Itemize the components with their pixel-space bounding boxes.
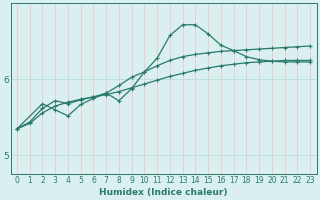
X-axis label: Humidex (Indice chaleur): Humidex (Indice chaleur) — [99, 188, 228, 197]
